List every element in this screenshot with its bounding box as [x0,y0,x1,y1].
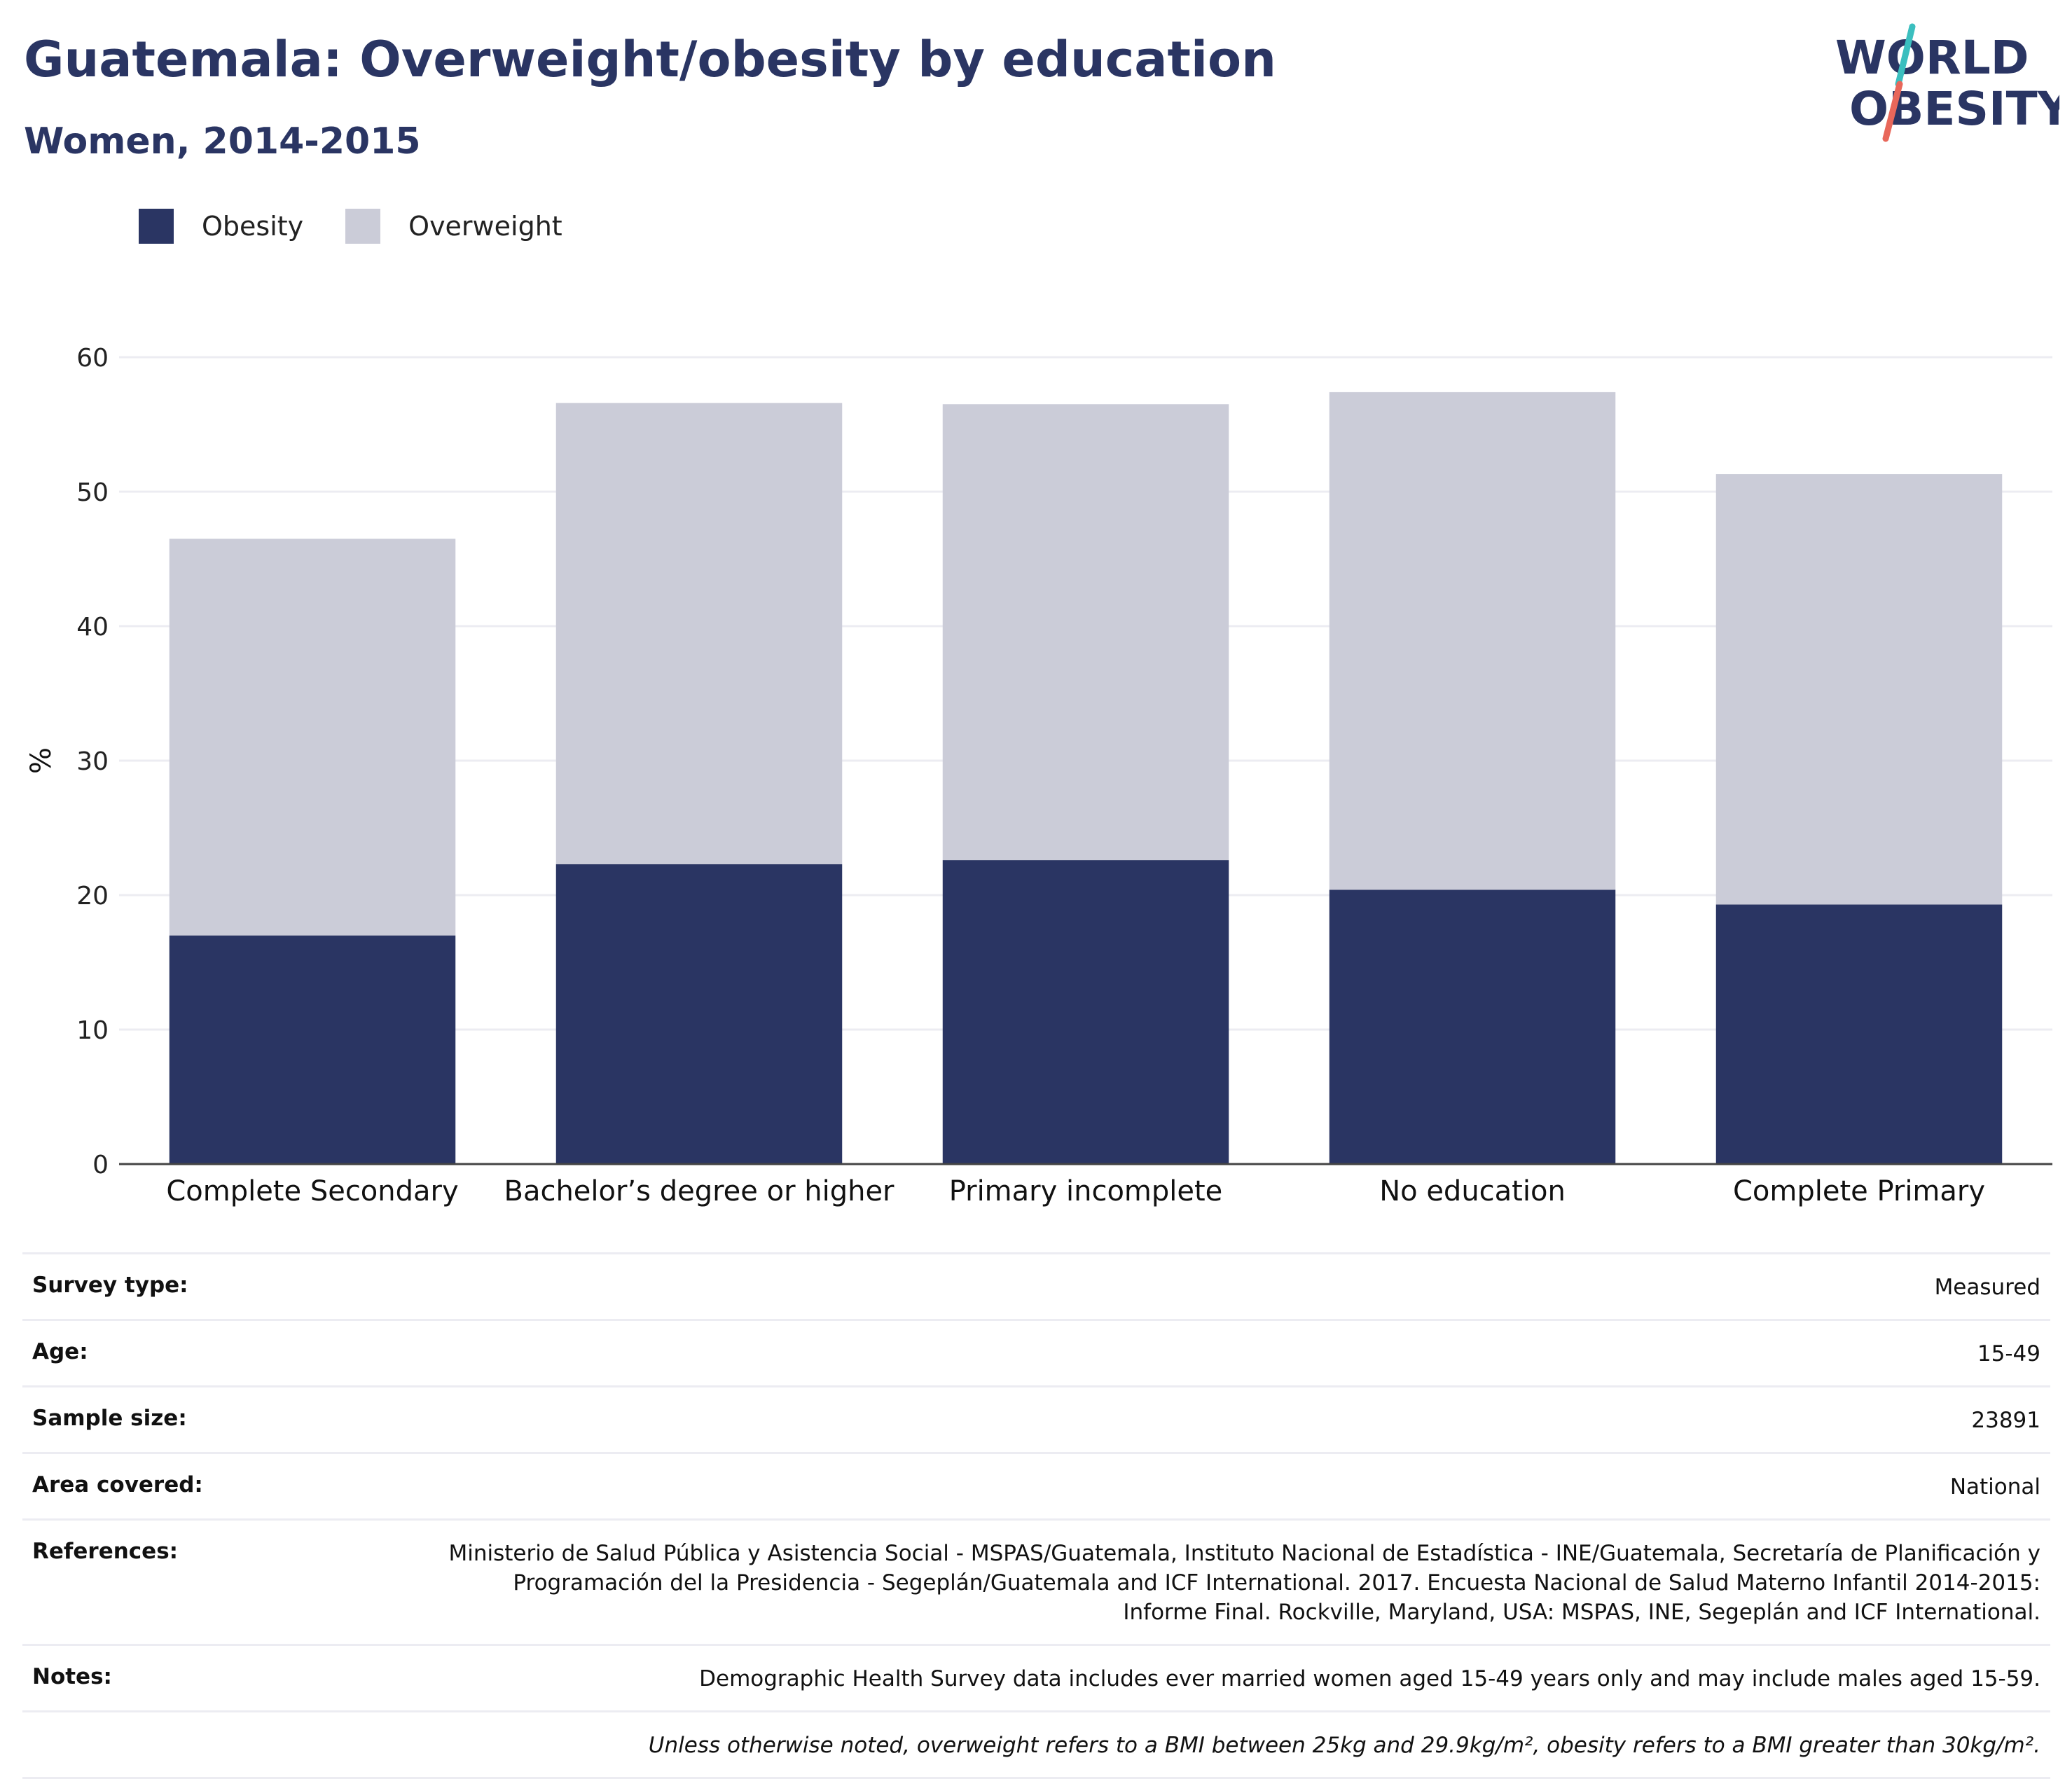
legend-label-obesity: Obesity [202,211,304,242]
bar-chart: 0 10 20 30 40 50 60 Complete Secondary Bachelor… [25,344,2052,1207]
info-row: Area covered: National [22,1454,2050,1521]
logo-text-world: WORLD [1835,31,2029,85]
info-value: 15-49 [1977,1341,2040,1366]
info-table: Survey type: Measured Age: 15-49 Sample size… [22,1252,2050,1779]
info-key: Age: [32,1339,88,1364]
chart-legend: Obesity Overweight [139,209,605,244]
bar-overweight [555,403,843,864]
y-tick-label: 30 [76,747,109,776]
y-axis-ticks: 0 10 20 30 40 50 60 [76,344,109,1179]
info-row: References: Ministerio de Salud Pública y… [22,1521,2050,1646]
bar-obesity [942,860,1229,1164]
info-row: Unless otherwise noted, overweight refer… [22,1712,2050,1779]
chart-title: Guatemala: Overweight/obesity by educati… [24,31,1276,88]
info-row: Sample size: 23891 [22,1387,2050,1454]
y-tick-label: 60 [76,344,109,373]
y-axis-label: % [25,747,57,774]
x-tick-label: Primary incomplete [949,1175,1223,1207]
x-axis-labels: Complete Secondary Bachelor’s degree or h… [166,1175,1985,1207]
legend-swatch-overweight [345,209,381,244]
bars [169,392,2003,1164]
legend-label-overweight: Overweight [408,211,562,242]
bar-obesity [1329,890,1616,1164]
info-row: Notes: Demographic Health Survey data inc… [22,1646,2050,1712]
bar-overweight [169,539,456,936]
logo-slash-top [1895,23,1916,88]
bar-obesity [1715,904,2003,1164]
info-value: Measured [1934,1275,2040,1300]
y-tick-label: 40 [76,613,109,642]
y-tick-label: 20 [76,882,109,911]
bar-obesity [169,935,456,1164]
world-obesity-logo: WORLD OBESITY [1835,23,2059,142]
legend-item-obesity: Obesity [139,209,303,244]
info-key: Area covered: [32,1472,203,1497]
y-tick-label: 50 [76,478,109,507]
x-tick-label: Complete Secondary [166,1175,458,1207]
info-value: Demographic Health Survey data includes … [699,1666,2040,1691]
info-key: Notes: [32,1664,112,1689]
bar-overweight [1329,392,1616,890]
info-row: Age: 15-49 [22,1321,2050,1387]
info-value: Unless otherwise noted, overweight refer… [648,1733,2040,1758]
bar-overweight [942,404,1229,861]
y-tick-label: 10 [76,1016,109,1045]
bar-overweight [1715,474,2003,905]
info-row: Survey type: Measured [22,1254,2050,1321]
info-key: References: [32,1539,179,1564]
legend-swatch-obesity [139,209,174,244]
info-value: Ministerio de Salud Pública y Asistencia… [448,1541,2040,1625]
x-tick-label: Bachelor’s degree or higher [504,1175,895,1207]
info-key: Sample size: [32,1406,187,1431]
chart-subtitle: Women, 2014-2015 [24,120,421,162]
logo-slash-bottom [1882,81,1903,142]
bar-obesity [555,864,843,1164]
x-tick-label: Complete Primary [1733,1175,1985,1207]
legend-item-overweight: Overweight [345,209,562,244]
info-key: Survey type: [32,1273,188,1298]
logo-text-obesity: OBESITY [1849,82,2059,136]
info-value: National [1949,1474,2040,1500]
info-value: 23891 [1971,1408,2040,1433]
x-tick-label: No education [1379,1175,1566,1207]
y-tick-label: 0 [92,1151,109,1179]
